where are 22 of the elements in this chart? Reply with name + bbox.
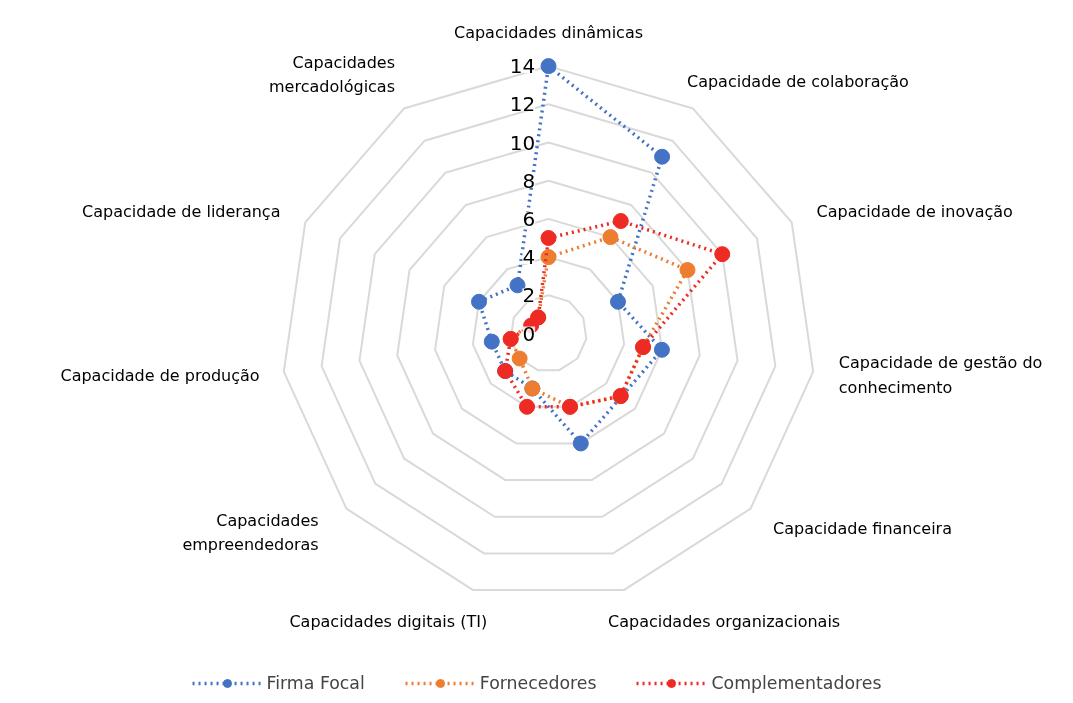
spoke-label: Capacidade de produção [60,365,260,385]
spoke-label: Capacidades organizacionais [608,612,841,632]
y-tick-label: 8 [522,168,536,193]
spoke-label: Capacidades digitais (TI) [289,612,488,632]
y-tick-label: 2 [522,283,536,308]
legend-label: Fornecedores [479,673,597,693]
spoke-label: Capacidade de colaboração [686,72,909,92]
y-tick-label: 6 [522,206,536,231]
spoke-label: Capacidades dinâmicas [453,23,644,43]
spoke-label: Capacidade de gestão do conhecimento [838,353,1043,398]
spoke-label: Capacidade de inovação [816,201,1013,221]
legend-label: Complementadores [711,673,882,693]
y-tick-label: 10 [509,130,536,155]
y-tick-label: 14 [509,54,536,79]
y-tick-label: 0 [522,321,536,346]
y-tick-label: 4 [522,245,536,270]
spoke-label: Capacidades mercadológicas [269,52,396,97]
spoke-label: Capacidades empreendedoras [182,510,319,555]
y-tick-label: 12 [509,92,536,117]
legend-label: Firma Focal [266,673,365,693]
spoke-label: Capacidade de liderança [82,201,281,221]
spoke-label: Capacidade financeira [773,518,952,538]
